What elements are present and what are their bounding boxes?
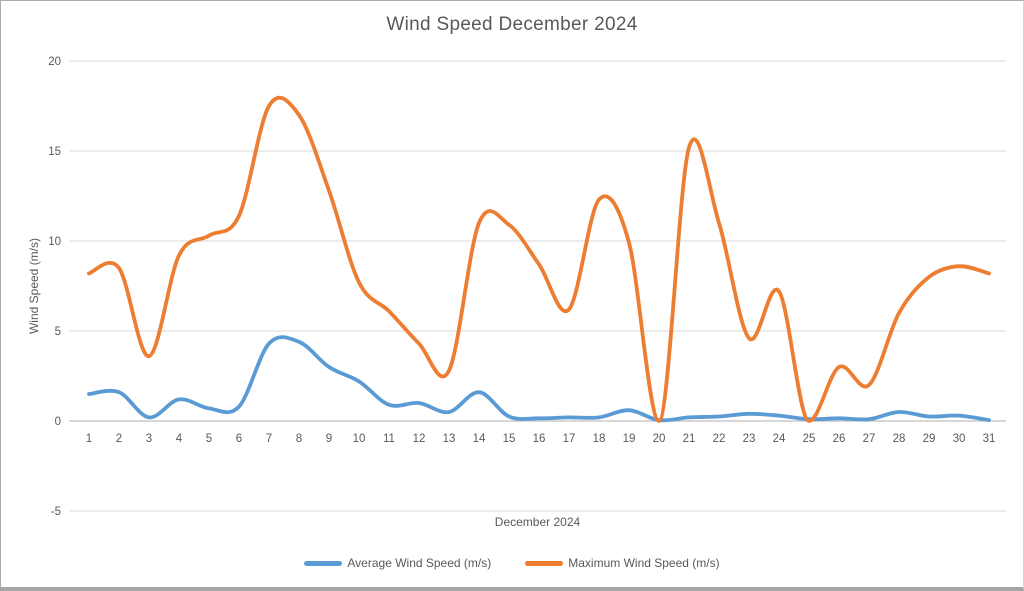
x-tick-label: 18 [593,433,606,445]
y-tick-label: 10 [48,236,61,248]
y-tick-label: 0 [55,416,61,428]
x-tick-label: 4 [176,433,183,445]
x-tick-label: 19 [623,433,636,445]
x-tick-label: 12 [413,433,426,445]
x-tick-label: 13 [443,433,456,445]
legend-item-average: Average Wind Speed (m/s) [304,556,491,570]
x-tick-label: 1 [86,433,92,445]
x-tick-label: 15 [503,433,516,445]
x-tick-label: 9 [326,433,332,445]
x-tick-label: 16 [533,433,546,445]
x-tick-label: 28 [893,433,906,445]
x-tick-label: 5 [206,433,212,445]
x-tick-label: 25 [803,433,816,445]
y-axis-title: Wind Speed (m/s) [27,237,41,335]
x-tick-label: 24 [773,433,786,445]
x-tick-label: 3 [146,433,152,445]
y-tick-label: 20 [48,56,61,68]
y-tick-label: -5 [51,506,61,518]
x-tick-label: 30 [953,433,966,445]
legend: Average Wind Speed (m/s) Maximum Wind Sp… [1,556,1023,570]
x-tick-label: 10 [353,433,366,445]
x-tick-label: 29 [923,433,936,445]
legend-item-maximum: Maximum Wind Speed (m/s) [525,556,720,570]
x-tick-label: 26 [833,433,846,445]
average-series-label: Average Wind Speed (m/s) [347,556,492,570]
x-tick-label: 6 [236,433,242,445]
maximum-series-swatch-icon [525,560,564,566]
chart-title: Wind Speed December 2024 [386,14,638,35]
average-series-swatch-icon [304,560,343,566]
x-tick-label: 14 [473,433,486,445]
maximum-series-line [87,95,991,423]
y-tick-label: 5 [55,326,61,338]
y-tick-label: 15 [48,146,61,158]
x-axis-title: December 2024 [494,515,581,529]
maximum-series-label: Maximum Wind Speed (m/s) [568,556,720,570]
x-tick-label: 22 [713,433,726,445]
x-tick-label: 27 [863,433,876,445]
x-tick-label: 20 [653,433,666,445]
average-series-line [87,335,991,423]
x-tick-label: 11 [383,433,395,445]
x-tick-label: 8 [296,433,302,445]
x-tick-label: 31 [983,433,996,445]
x-tick-label: 2 [116,433,122,445]
x-tick-label: 7 [266,433,272,445]
x-tick-label: 23 [743,433,756,445]
x-tick-label: 21 [683,433,696,445]
x-tick-label: 17 [563,433,576,445]
